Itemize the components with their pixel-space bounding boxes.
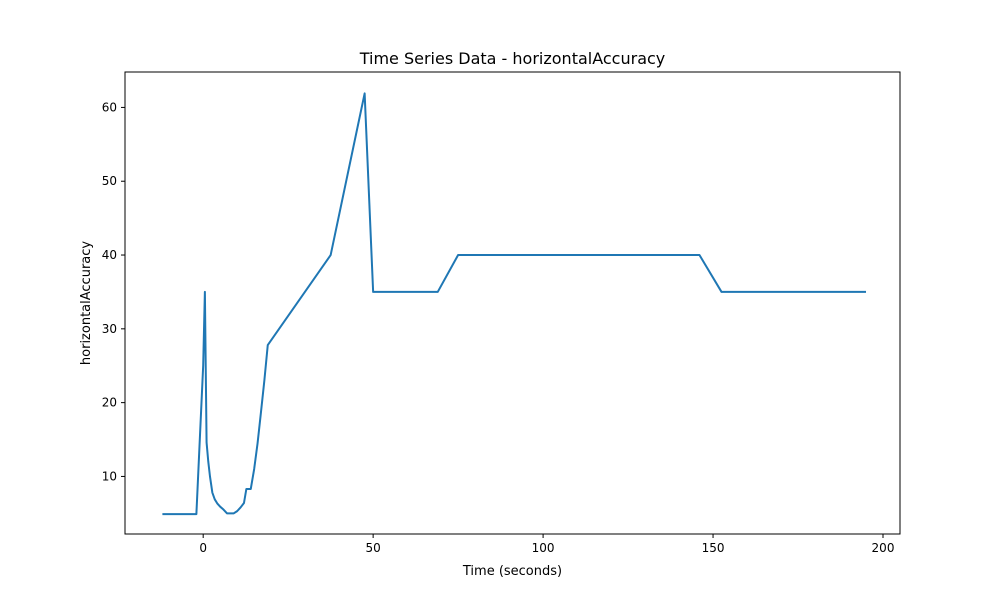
plot-frame bbox=[124, 71, 901, 535]
axis-ticks: 0 50 100 150 200 10 20 30 40 50 60 bbox=[102, 100, 895, 555]
y-axis-label: horizontalAccuracy bbox=[79, 241, 94, 365]
series-line bbox=[162, 92, 867, 516]
y-tick-label: 60 bbox=[102, 100, 117, 114]
y-tick-label: 20 bbox=[102, 396, 117, 410]
x-tick-label: 200 bbox=[872, 541, 895, 555]
x-axis-label: Time (seconds) bbox=[462, 564, 562, 579]
chart-title: Time Series Data - horizontalAccuracy bbox=[359, 49, 666, 68]
x-tick-label: 50 bbox=[365, 541, 380, 555]
y-tick-label: 50 bbox=[102, 174, 117, 188]
y-tick-label: 10 bbox=[102, 469, 117, 483]
plot-area bbox=[162, 92, 867, 516]
y-tick-label: 30 bbox=[102, 322, 117, 336]
x-tick-label: 100 bbox=[532, 541, 555, 555]
y-tick-label: 40 bbox=[102, 248, 117, 262]
x-tick-label: 150 bbox=[702, 541, 725, 555]
x-tick-label: 0 bbox=[199, 541, 207, 555]
